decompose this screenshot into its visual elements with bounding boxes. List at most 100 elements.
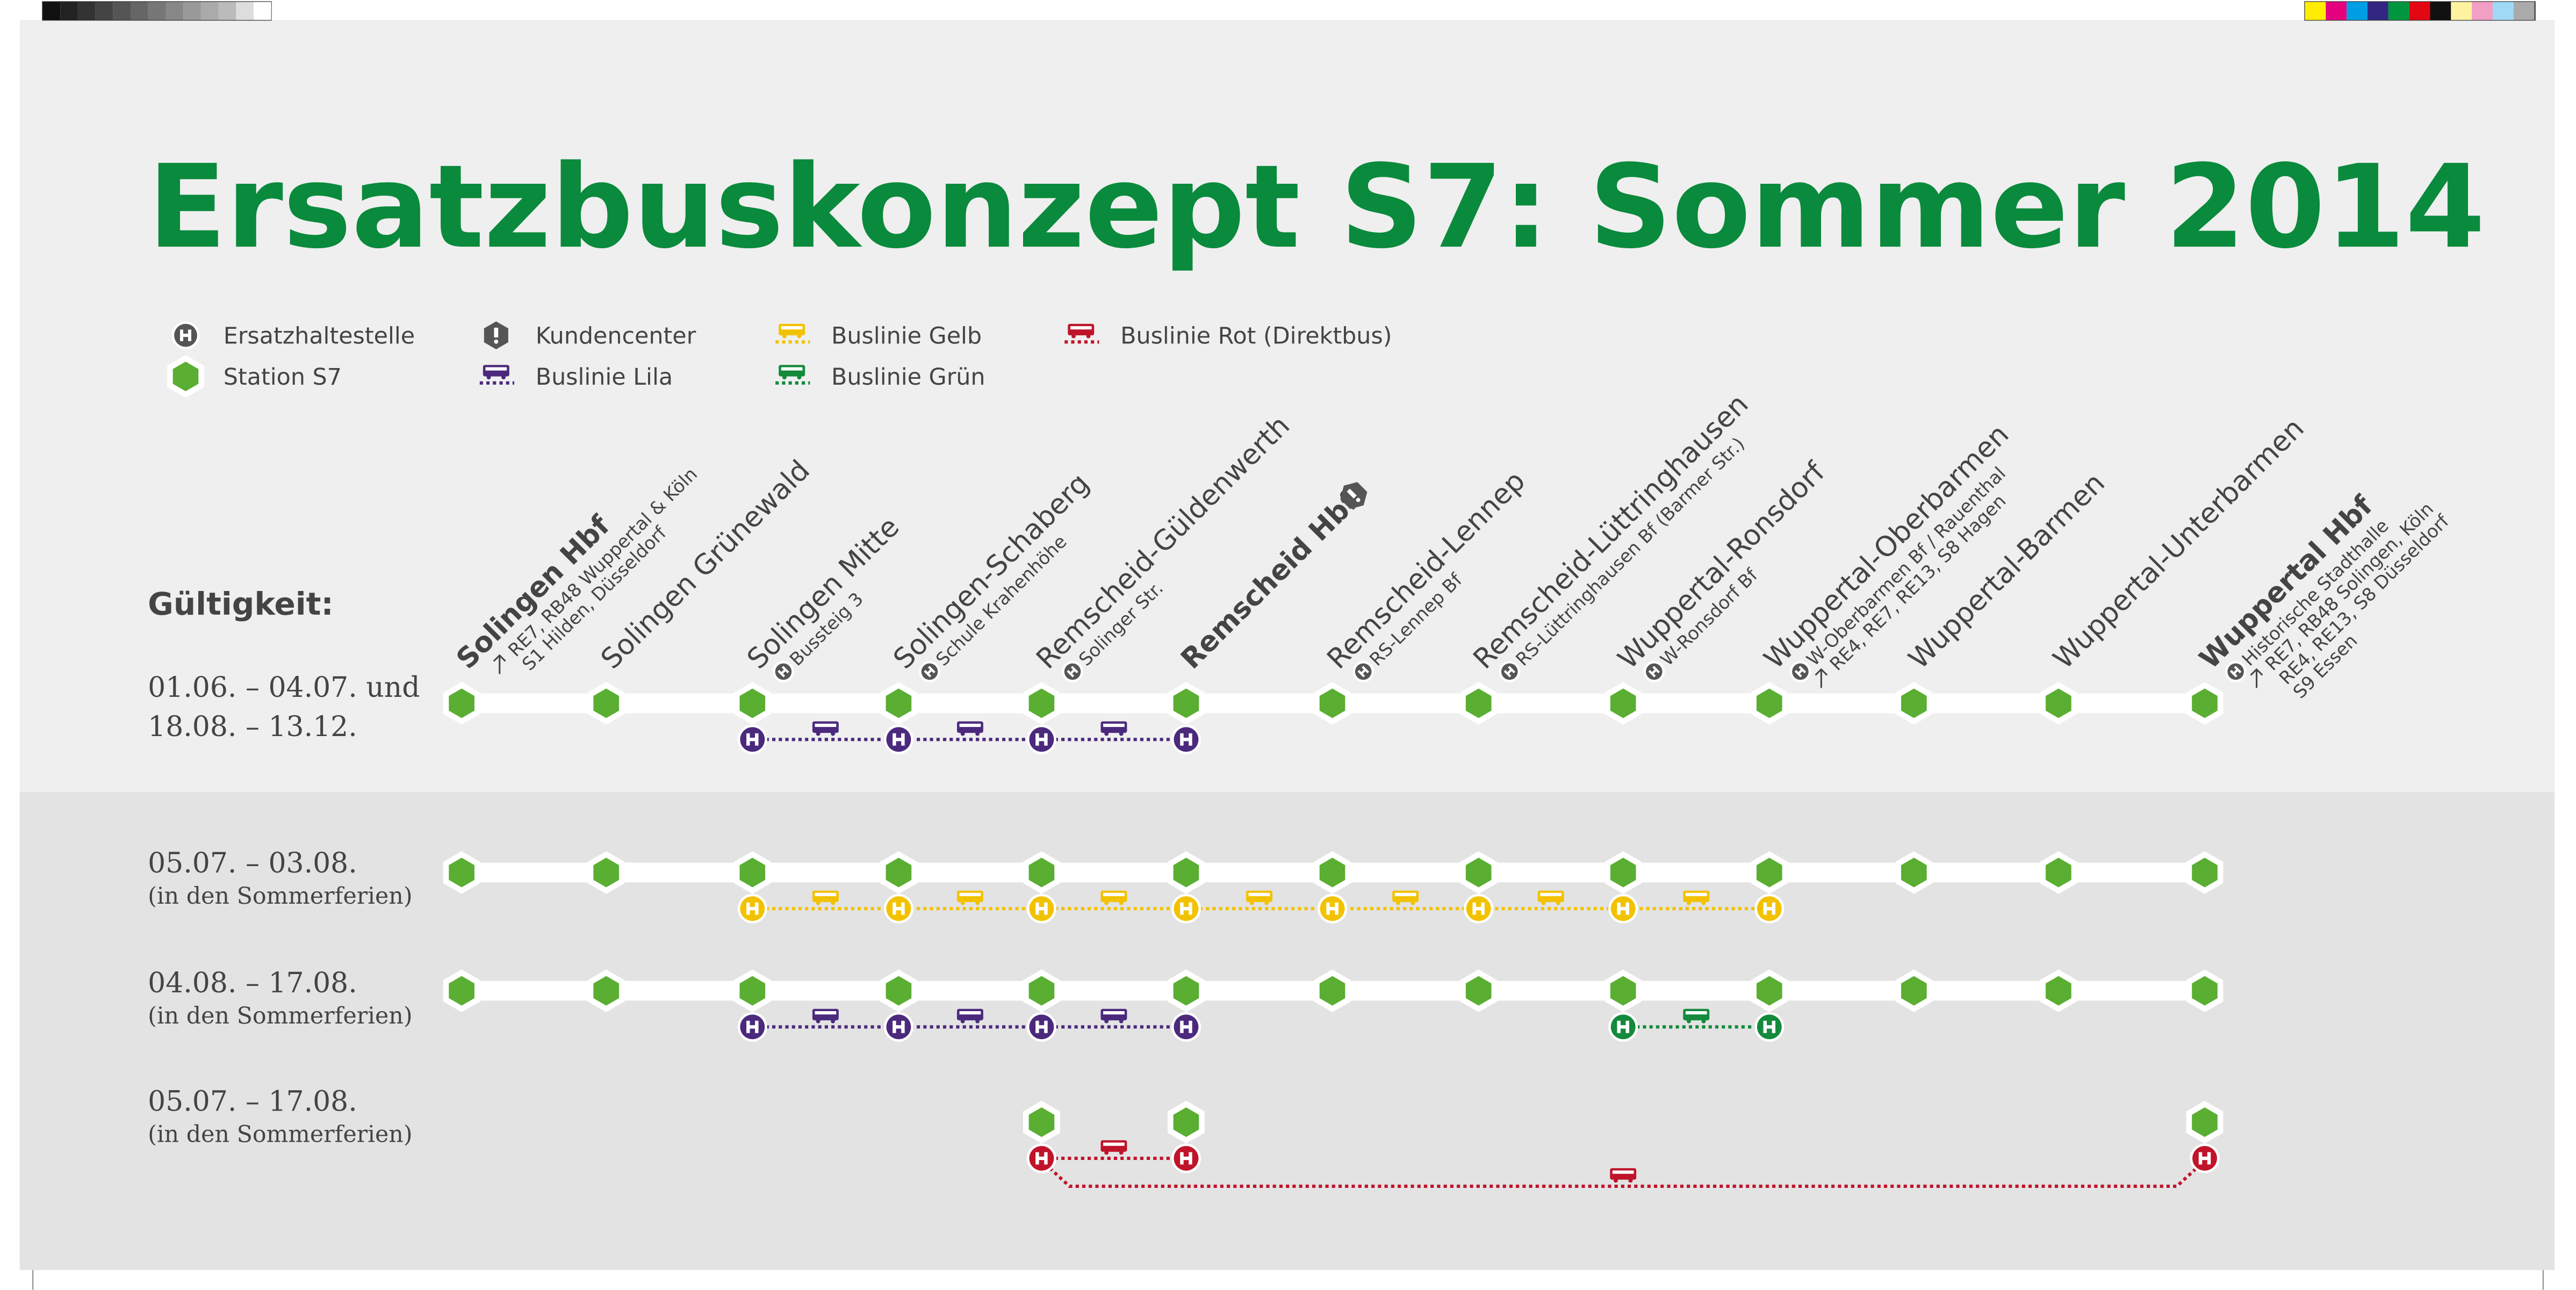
row-dates: 05.07. – 03.08. (148, 847, 357, 880)
kundencenter-dot (494, 339, 499, 344)
bus-body (956, 721, 983, 733)
legend-label: Station S7 (224, 364, 342, 391)
bus-icon (1100, 1140, 1127, 1155)
bus-icon (812, 1008, 839, 1024)
station-hex (1901, 976, 1927, 1006)
station (1168, 969, 1205, 1012)
stop-h (1035, 733, 1048, 746)
connection-arrow (493, 654, 506, 674)
stop-icon (1754, 1012, 1785, 1042)
row-dates: 05.07. – 17.08. (148, 1085, 357, 1118)
station (733, 969, 771, 1012)
bus-window (1685, 1011, 1707, 1015)
legend-label: Buslinie Grün (831, 364, 985, 391)
station-hex (2192, 857, 2218, 888)
bus-wheel (816, 900, 821, 905)
bus-window (1248, 892, 1270, 896)
strip-cell (95, 2, 113, 20)
stop-icon (1608, 1012, 1638, 1042)
bus-icon (812, 721, 839, 736)
station-hex (1173, 857, 1199, 888)
bus-wheel (797, 375, 802, 380)
station (2040, 682, 2077, 725)
connection-arrow (1815, 668, 1828, 688)
bus-body (1246, 890, 1272, 902)
bus-icon (1100, 721, 1127, 736)
bus-wheel (1071, 334, 1076, 338)
station-hex (1465, 857, 1492, 888)
station-hex (1610, 976, 1636, 1006)
strip-cell (2430, 2, 2451, 20)
bus-body (812, 1008, 839, 1021)
stop-icon (883, 893, 913, 924)
bus-wheel (1628, 1178, 1633, 1183)
station-hex (1465, 688, 1492, 718)
station (2186, 969, 2224, 1012)
station (1895, 969, 1933, 1012)
station-hex (886, 976, 912, 1006)
bus-icon (812, 890, 839, 905)
stop-h (746, 733, 759, 746)
bus-wheel (1104, 1019, 1109, 1024)
bus-window (1103, 1142, 1125, 1146)
panel-top (19, 20, 2555, 792)
stop-h (1357, 666, 1369, 678)
stop-icon (1026, 1143, 1056, 1173)
strip-cell (218, 2, 236, 20)
station-hex (739, 976, 766, 1006)
station-hex (2046, 857, 2071, 888)
station (587, 969, 625, 1012)
strip-cell (183, 2, 201, 20)
strip-cell (2472, 2, 2493, 20)
legend-label: Ersatzhaltestelle (224, 322, 415, 349)
legend-label: Buslinie Gelb (831, 322, 982, 349)
stop-h (2198, 1152, 2211, 1165)
stop-icon (2190, 1143, 2220, 1173)
bus-wheel (816, 1019, 821, 1024)
station (2040, 969, 2077, 1012)
stop-h (1794, 666, 1807, 678)
station (1023, 682, 1060, 725)
station-hex (1173, 1107, 1199, 1137)
station (1751, 969, 1788, 1012)
stop-h (1763, 902, 1776, 915)
row: 01.06. – 04.07. und 18.08. – 13.12. (148, 672, 2224, 754)
station-hex (1319, 688, 1345, 718)
bus-window (781, 367, 803, 371)
station (1751, 851, 1788, 894)
stop-h (1180, 1152, 1192, 1165)
station-hex (1319, 976, 1345, 1006)
row: 04.08. – 17.08. (in den Sommerferien) (148, 967, 2224, 1042)
station (1460, 851, 1498, 894)
stop-h (1617, 902, 1629, 915)
station-hex (739, 688, 766, 718)
station (880, 682, 917, 725)
station (2040, 851, 2077, 894)
bus-window (1612, 1170, 1634, 1174)
strip-cell (236, 2, 254, 20)
bus-body (1610, 1168, 1637, 1180)
station-hex (172, 362, 199, 392)
station (2186, 1100, 2224, 1144)
stop-h (746, 1020, 759, 1033)
legend-label: Kundencenter (536, 322, 696, 349)
station (167, 355, 204, 398)
bus-window (815, 892, 837, 896)
bus-window (815, 1011, 837, 1015)
station-hex (593, 857, 619, 888)
station (1023, 969, 1060, 1012)
row-note: (in den Sommerferien) (148, 883, 412, 910)
bus-wheel (1119, 1150, 1124, 1155)
strip-cell (166, 2, 184, 20)
bus-window (1103, 723, 1125, 727)
station (1895, 682, 1933, 725)
bus-icon (779, 323, 805, 338)
strip-cell (60, 2, 78, 20)
bus-wheel (1687, 900, 1691, 905)
strip-cell (148, 2, 166, 20)
bus-icon (956, 1008, 983, 1024)
bus-body (1683, 890, 1710, 902)
station (1314, 969, 1351, 1012)
station (1604, 969, 1642, 1012)
bus-body (956, 1008, 983, 1021)
